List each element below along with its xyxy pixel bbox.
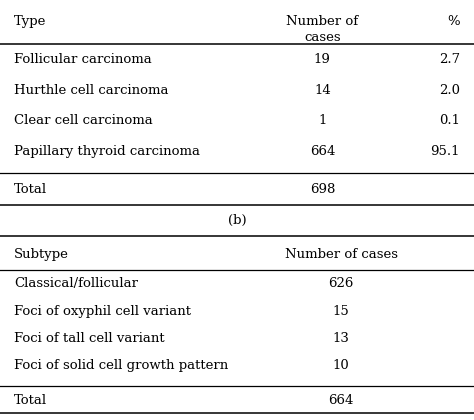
Text: 95.1: 95.1 (430, 145, 460, 158)
Text: Subtype: Subtype (14, 248, 69, 260)
Text: 13: 13 (333, 332, 350, 345)
Text: Foci of solid cell growth pattern: Foci of solid cell growth pattern (14, 359, 228, 372)
Text: Classical/follicular: Classical/follicular (14, 277, 138, 290)
Text: Total: Total (14, 183, 47, 195)
Text: 2.7: 2.7 (438, 53, 460, 66)
Text: Follicular carcinoma: Follicular carcinoma (14, 53, 152, 66)
Text: 14: 14 (314, 84, 331, 97)
Text: %: % (447, 15, 460, 28)
Text: Hurthle cell carcinoma: Hurthle cell carcinoma (14, 84, 169, 97)
Text: 2.0: 2.0 (439, 84, 460, 97)
Text: 664: 664 (328, 394, 354, 407)
Text: Number of
cases: Number of cases (286, 15, 358, 44)
Text: Total: Total (14, 394, 47, 407)
Text: Clear cell carcinoma: Clear cell carcinoma (14, 114, 153, 127)
Text: Number of cases: Number of cases (285, 248, 398, 260)
Text: 1: 1 (318, 114, 327, 127)
Text: Type: Type (14, 15, 46, 28)
Text: 626: 626 (328, 277, 354, 290)
Text: 10: 10 (333, 359, 350, 372)
Text: Foci of oxyphil cell variant: Foci of oxyphil cell variant (14, 304, 191, 318)
Text: Papillary thyroid carcinoma: Papillary thyroid carcinoma (14, 145, 200, 158)
Text: 15: 15 (333, 304, 350, 318)
Text: Foci of tall cell variant: Foci of tall cell variant (14, 332, 165, 345)
Text: 19: 19 (314, 53, 331, 66)
Text: (b): (b) (228, 214, 246, 227)
Text: 698: 698 (310, 183, 335, 195)
Text: 664: 664 (310, 145, 335, 158)
Text: 0.1: 0.1 (439, 114, 460, 127)
